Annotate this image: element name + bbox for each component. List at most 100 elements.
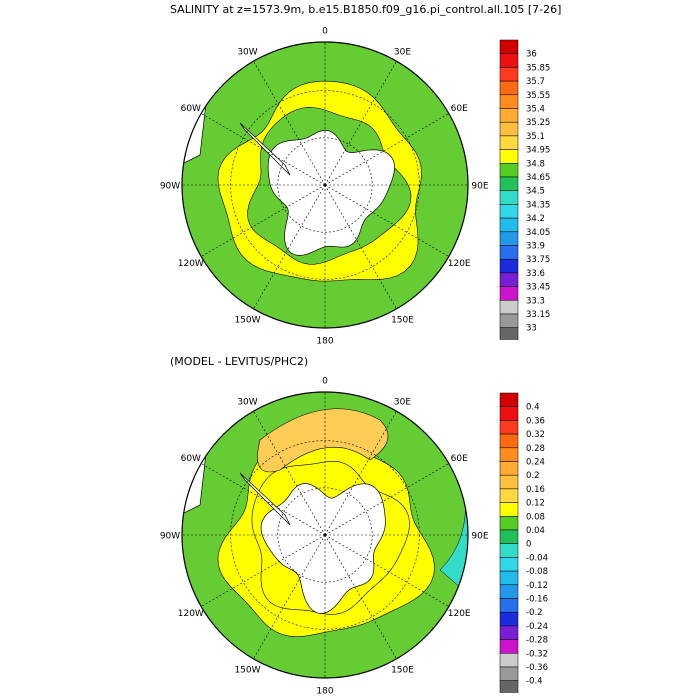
colorbar-swatch [499,474,519,490]
colorbar-swatch [499,488,519,503]
colorbar-swatch [499,258,519,274]
colorbar-label: 0.28 [526,444,545,454]
colorbar-swatch [499,570,519,586]
colorbar-label: 0 [526,540,531,550]
colorbar-swatch [499,286,519,301]
colorbar-swatch [499,433,519,449]
colorbar-label: 36 [526,50,537,60]
colorbar-label: 35.55 [526,91,550,101]
colorbar-swatch [499,53,519,68]
latitude-circle [230,440,420,630]
colorbar-swatch [499,300,519,315]
colorbar-label: 0.04 [526,526,545,536]
colorbar-swatch [499,392,519,407]
colorbar-swatch [499,406,519,421]
colorbar-label: -0.08 [526,567,548,577]
colorbar-swatch [499,149,519,164]
colorbar-swatch [499,557,519,572]
meridian-label: 150E [391,666,414,676]
colorbar-label: 35.25 [526,118,550,128]
colorbar-swatch [499,121,519,137]
colorbar-label: 0.24 [526,458,545,468]
colorbar-label: 34.35 [526,200,550,210]
colorbar-label: 34.8 [526,159,545,169]
meridian-label: 30E [394,397,411,407]
colorbar-swatch [499,461,519,476]
colorbar-swatch [499,163,519,178]
colorbar-swatch [499,231,519,246]
meridian-label: 90W [160,182,180,192]
colorbar-label: 33.15 [526,310,550,320]
colorbar-label: 34.95 [526,146,550,156]
meridian-label: 30W [237,397,257,407]
colorbar-swatch [499,80,519,96]
negative-anomaly-field [169,500,180,620]
colorbar-swatch [499,327,519,340]
colorbar-label: -0.24 [526,622,548,632]
antarctic-peninsula [239,472,291,526]
colorbar-label: -0.28 [526,636,548,646]
meridian-label: 150E [391,316,414,326]
colorbar-label: -0.32 [526,649,548,659]
colorbar-swatch [499,135,519,150]
colorbar-swatch [499,94,519,109]
colorbar-swatch [499,502,519,517]
meridian-label: 120E [448,259,471,269]
colorbar-label: 0.16 [526,485,545,495]
colorbar-label: 0.2 [526,471,540,481]
latitude-circle [230,90,420,280]
meridian-label: 60W [181,454,201,464]
colorbar-label: 35.7 [526,77,545,87]
colorbar-label: -0.12 [526,581,548,591]
polar-map: 0 30E 60E 90E 120E 150E 180 150W 120W 90W 60W 30W [160,377,489,697]
colorbar-label: 33.75 [526,255,550,265]
colorbar-swatch [499,611,519,627]
polar-map: 0 30E 60E 90E 120E 150E 180 150W 120W 90W 60W 30W [160,27,489,347]
colorbar-swatch [499,108,519,123]
meridian-label: 60W [181,104,201,114]
colorbar-label: 33 [526,324,537,334]
colorbar-swatch [499,653,519,668]
colorbar-label: 0.4 [526,403,540,413]
colorbar-swatch [499,272,519,287]
colorbar-swatch [499,639,519,654]
meridian-label: 30E [394,47,411,57]
colorbar-swatch [499,447,519,462]
meridian-label: 150W [234,666,260,676]
panel-title: (MODEL - LEVITUS/PHC2) [170,355,309,368]
meridian-label: 90E [471,182,488,192]
colorbar-swatch [499,217,519,233]
colorbar-label: 35.85 [526,63,550,73]
colorbar-label: 0.32 [526,430,545,440]
colorbar-label: 33.6 [526,269,545,279]
meridian-label: 60E [451,104,468,114]
meridian-label: 0 [322,27,328,37]
colorbar-label: 35.4 [526,105,545,115]
colorbar-swatch [499,625,519,640]
map-border [181,41,469,329]
colorbar-label: 35.1 [526,132,545,142]
colorbar-label: -0.2 [526,608,543,618]
colorbar-label: -0.16 [526,595,548,605]
colorbar: 0.4 0.36 0.32 0.28 0.24 0.2 0.16 0.12 0.08 0.04 0 -… [499,392,548,693]
colorbar-label: 33.9 [526,242,545,252]
colorbar-label: 34.65 [526,173,550,183]
colorbar-swatch [499,190,519,205]
colorbar-swatch [499,67,519,82]
colorbar-swatch [499,420,519,435]
colorbar-label: -0.4 [526,677,543,687]
colorbar-swatch [499,666,519,681]
colorbar-label: 0.12 [526,499,545,509]
colorbar: 36 35.85 35.7 35.55 35.4 35.25 35.1 34.95 34.8 34… [499,39,550,340]
panel-title: SALINITY at z=1573.9m, b.e15.B1850.f09_g… [170,3,562,16]
meridian-label: 120W [178,609,204,619]
colorbar-label: 34.5 [526,187,545,197]
antarctica-landmass [267,130,395,256]
colorbar-label: 0.36 [526,416,545,426]
meridian-label: 120E [448,609,471,619]
colorbar-label: -0.04 [526,553,548,563]
map-border [181,391,469,679]
colorbar-swatch [499,176,519,191]
meridian-label: 180 [316,337,333,347]
colorbar-label: 0.08 [526,512,545,522]
